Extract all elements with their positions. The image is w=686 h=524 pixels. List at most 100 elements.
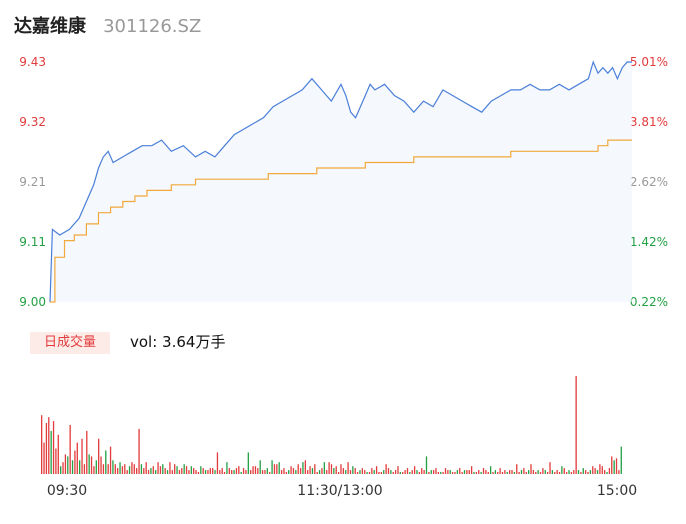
volume-bar-240 xyxy=(611,456,613,474)
volume-bar-222 xyxy=(568,470,570,474)
volume-bar-132 xyxy=(354,468,356,474)
volume-bar-113 xyxy=(309,466,311,474)
volume-bar-34 xyxy=(121,466,124,474)
volume-bar-218 xyxy=(558,472,561,474)
volume-bar-206 xyxy=(530,464,532,474)
y-tick-left-0: 9.43 xyxy=(19,55,46,69)
volume-bar-220 xyxy=(563,468,565,474)
x-tick-0: 09:30 xyxy=(47,483,87,499)
stock-name: 达嘉维康 xyxy=(14,16,86,37)
volume-bar-139 xyxy=(371,468,373,474)
x-tick-2: 15:00 xyxy=(597,483,637,499)
volume-bar-76 xyxy=(221,468,223,474)
volume-bar-28 xyxy=(107,464,109,474)
volume-bar-191 xyxy=(494,470,497,474)
volume-bar-18 xyxy=(83,464,86,474)
volume-bar-217 xyxy=(556,470,558,474)
volume-bar-193 xyxy=(499,468,501,474)
volume-bar-4 xyxy=(50,430,52,474)
volume-bar-165 xyxy=(432,470,435,474)
volume-bar-58 xyxy=(178,470,181,474)
volume-bar-225 xyxy=(575,376,577,474)
volume-bar-131 xyxy=(352,466,354,474)
volume-bar-177 xyxy=(461,472,463,474)
volume-bar-50 xyxy=(159,466,162,474)
volume-bar-37 xyxy=(128,466,131,474)
volume-bar-243 xyxy=(618,470,620,474)
volume-bar-242 xyxy=(615,458,618,474)
volume-bar-208 xyxy=(535,472,537,474)
volume-bar-232 xyxy=(592,466,594,474)
volume-bar-114 xyxy=(311,468,314,474)
volume-bar-207 xyxy=(532,470,535,474)
volume-bar-105 xyxy=(290,466,292,474)
volume-bar-124 xyxy=(335,466,337,474)
volume-bar-184 xyxy=(478,470,480,474)
volume-bar-200 xyxy=(516,464,518,474)
volume-bar-8 xyxy=(60,466,62,474)
volume-bar-49 xyxy=(157,462,159,474)
volume-bar-46 xyxy=(150,468,152,474)
volume-bar-125 xyxy=(337,472,340,474)
volume-bar-138 xyxy=(368,472,371,474)
volume-bar-22 xyxy=(93,466,95,474)
volume-bar-42 xyxy=(140,464,143,474)
volume-prefix: vol: xyxy=(130,333,163,351)
volume-bar-5 xyxy=(52,421,55,474)
volume-bar-209 xyxy=(537,470,539,474)
volume-bar-32 xyxy=(117,468,119,474)
volume-bar-135 xyxy=(361,468,363,474)
volume-bar-95 xyxy=(266,468,268,474)
volume-bar-219 xyxy=(561,466,563,474)
volume-bar-157 xyxy=(413,466,416,474)
stock-code: 301126.SZ xyxy=(103,16,202,37)
volume-bar-82 xyxy=(235,468,238,474)
y-tick-left-4: 9.00 xyxy=(19,295,46,309)
volume-bar-161 xyxy=(423,470,425,474)
volume-bar-97 xyxy=(271,460,273,474)
volume-bar-197 xyxy=(508,470,511,474)
volume-bar-119 xyxy=(323,462,325,474)
volume-bar-63 xyxy=(190,466,192,474)
volume-bar-155 xyxy=(409,472,411,474)
volume-bar-223 xyxy=(570,472,573,474)
volume-bar-188 xyxy=(487,472,489,474)
volume-bar-130 xyxy=(349,470,352,474)
volume-bar-21 xyxy=(90,456,93,474)
volume-bar-136 xyxy=(364,470,366,474)
volume-bar-144 xyxy=(383,470,385,474)
volume-bar-158 xyxy=(416,470,418,474)
volume-bar-81 xyxy=(233,470,235,474)
volume-bar-186 xyxy=(482,468,485,474)
volume-bar-100 xyxy=(278,462,280,474)
volume-bar-163 xyxy=(428,472,430,474)
volume-bar-170 xyxy=(444,468,447,474)
volume-bar-72 xyxy=(212,468,214,474)
volume-bar-162 xyxy=(425,456,428,474)
volume-bar-101 xyxy=(280,470,283,474)
volume-bar-204 xyxy=(525,472,527,474)
volume-bar-25 xyxy=(100,456,102,474)
volume-bar-199 xyxy=(513,472,516,474)
price-line xyxy=(49,60,632,303)
volume-readout: vol: 3.64万手 xyxy=(130,332,225,352)
volume-bar-71 xyxy=(209,468,211,474)
volume-bar-85 xyxy=(242,468,245,474)
volume-bar-16 xyxy=(79,460,81,474)
volume-bar-53 xyxy=(166,470,169,474)
volume-bar-120 xyxy=(326,470,328,474)
volume-bar-40 xyxy=(136,468,138,474)
volume-bar-87 xyxy=(247,452,249,474)
volume-bar-115 xyxy=(314,464,316,474)
daily-volume-tab[interactable]: 日成交量 xyxy=(30,332,110,354)
volume-bar-52 xyxy=(164,468,166,474)
volume-bar-178 xyxy=(463,470,466,474)
volume-bar-210 xyxy=(539,472,542,474)
volume-bar-117 xyxy=(318,470,321,474)
volume-bar-108 xyxy=(297,464,299,474)
volume-bar-179 xyxy=(466,470,468,474)
volume-bar-126 xyxy=(340,464,342,474)
y-tick-right-1: 3.81% xyxy=(630,115,668,129)
volume-bar-213 xyxy=(546,472,549,474)
x-tick-1: 11:30/13:00 xyxy=(297,483,382,499)
